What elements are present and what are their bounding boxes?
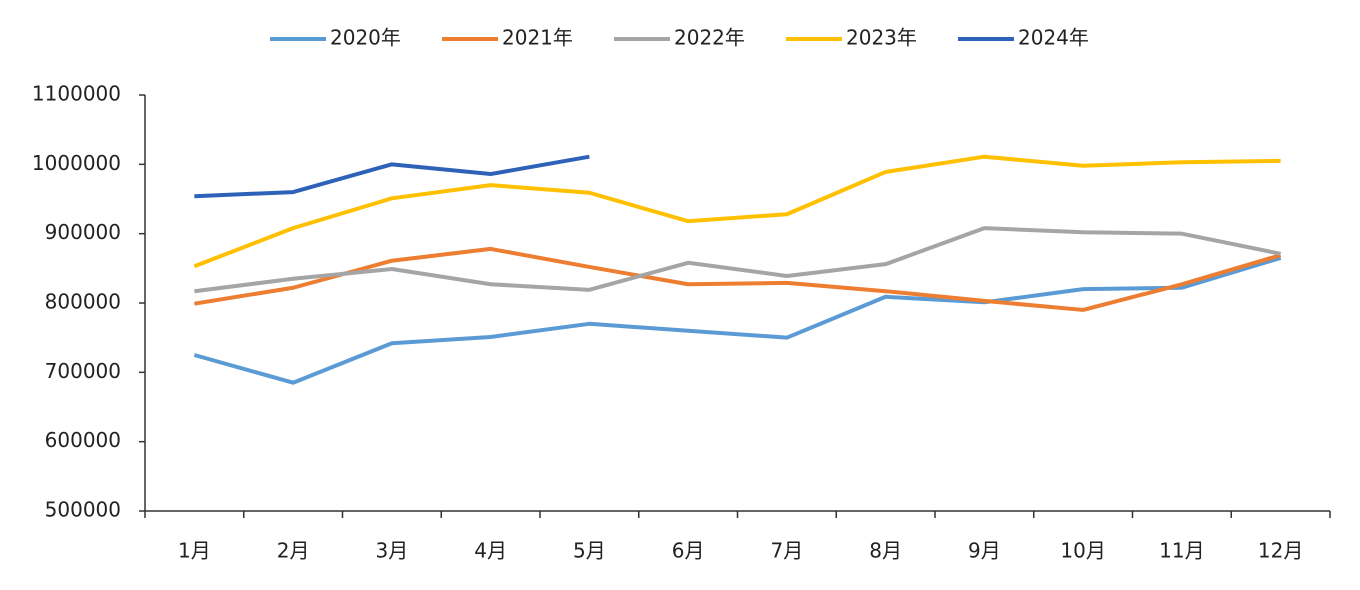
series-line	[194, 154, 590, 199]
x-tick-label: 10月	[1060, 539, 1105, 563]
series-line	[194, 246, 1282, 312]
y-tick-label: 800000	[45, 290, 121, 314]
y-tick-label: 1100000	[32, 82, 121, 106]
x-tick-label: 4月	[474, 539, 507, 563]
legend-label: 2020年	[330, 26, 401, 50]
x-tick-label: 12月	[1258, 539, 1303, 563]
y-tick-label: 700000	[45, 359, 121, 383]
y-tick-label: 900000	[45, 220, 121, 244]
x-tick-label: 8月	[869, 539, 902, 563]
series-line	[193, 256, 1282, 385]
x-tick-label: 7月	[771, 539, 804, 563]
x-tick-label: 1月	[178, 539, 211, 563]
x-tick-label: 2月	[277, 539, 310, 563]
legend-label: 2024年	[1018, 26, 1089, 50]
legend-label: 2021年	[502, 26, 573, 50]
x-tick-label: 5月	[573, 539, 606, 563]
y-tick-label: 500000	[45, 498, 121, 522]
series-line	[194, 226, 1282, 294]
x-tick-label: 9月	[968, 539, 1001, 563]
y-tick-label: 600000	[45, 428, 121, 452]
y-tick-label: 1000000	[32, 151, 121, 175]
x-tick-label: 3月	[376, 539, 409, 563]
series-line	[193, 154, 1281, 269]
x-tick-label: 6月	[672, 539, 705, 563]
x-tick-label: 11月	[1159, 539, 1204, 563]
legend-label: 2022年	[674, 26, 745, 50]
legend-label: 2023年	[846, 26, 917, 50]
